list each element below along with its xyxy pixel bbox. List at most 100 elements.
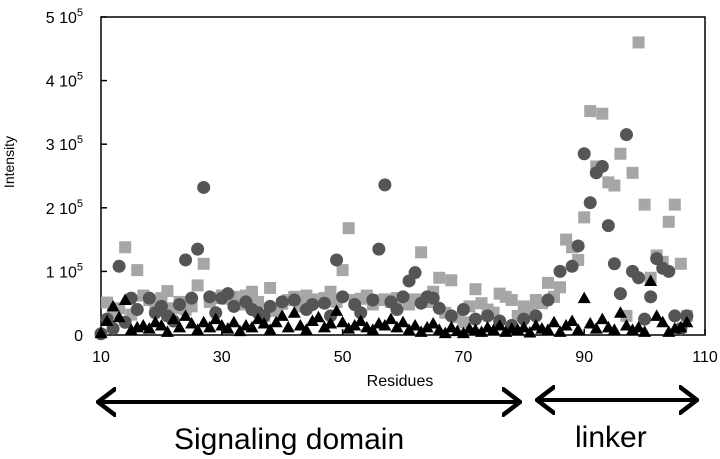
triangle-point <box>209 312 223 325</box>
triangle-point <box>619 318 633 331</box>
triangle-point <box>384 312 398 325</box>
y-tick-label: 0 <box>74 328 83 345</box>
circle-point <box>662 264 676 278</box>
triangle-point <box>112 310 126 323</box>
triangle-point <box>100 314 114 327</box>
circle-point <box>179 253 193 267</box>
circle-point <box>529 309 543 323</box>
y-tick-label: 2 105 <box>46 198 83 218</box>
circle-point <box>372 242 386 256</box>
triangle-point <box>378 318 392 331</box>
triangle-point <box>305 314 319 327</box>
x-tick-label: 30 <box>213 349 231 366</box>
y-axis-ticks: 0 1 105 2 105 3 105 4 105 5 105 <box>46 7 107 345</box>
triangle-point <box>475 325 489 337</box>
square-point <box>505 294 518 307</box>
triangle-point <box>311 310 325 323</box>
triangle-point <box>251 312 265 325</box>
triangle-point <box>106 299 120 312</box>
linker-label: linker <box>575 421 647 454</box>
circle-point <box>275 295 289 309</box>
circle-point <box>426 291 440 305</box>
x-axis-ticks: 10 30 50 70 90 110 <box>92 329 718 366</box>
triangle-point <box>402 323 416 335</box>
square-point <box>608 179 621 192</box>
triangle-point <box>662 325 676 337</box>
triangle-point <box>426 317 440 329</box>
triangle-point <box>444 320 458 333</box>
circle-point <box>263 299 277 313</box>
triangle-point <box>263 323 277 335</box>
circle-point <box>305 297 319 311</box>
circle-point <box>378 178 392 192</box>
square-point <box>324 285 337 298</box>
triangle-point <box>680 315 694 328</box>
circle-point <box>619 128 633 142</box>
triangle-point <box>94 326 108 339</box>
triangle-point <box>257 317 271 329</box>
triangle-point <box>493 318 507 331</box>
square-point <box>541 276 554 289</box>
square-point <box>252 295 265 308</box>
circle-point <box>432 301 446 315</box>
circle-point <box>408 266 422 280</box>
triangle-point <box>541 323 555 335</box>
circle-point <box>613 287 627 301</box>
circle-point <box>154 299 168 313</box>
y-tick-label: 1 105 <box>46 261 83 281</box>
triangle-point <box>632 320 646 333</box>
circle-point <box>601 219 615 233</box>
triangle-point <box>487 323 501 335</box>
triangle-point <box>583 317 597 329</box>
square-point <box>554 281 567 294</box>
triangle-point <box>275 309 289 321</box>
triangle-point <box>420 320 434 333</box>
triangle-point <box>638 325 652 337</box>
triangle-point <box>348 318 362 331</box>
triangle-point <box>324 317 338 329</box>
circle-point <box>517 312 531 326</box>
square-point <box>638 198 651 211</box>
square-point <box>674 257 687 270</box>
triangle-point <box>396 315 410 328</box>
square-point <box>469 283 482 296</box>
circle-point <box>571 239 585 253</box>
circle-point <box>577 147 591 161</box>
square-point <box>264 281 277 294</box>
square-point <box>197 257 210 270</box>
triangle-point <box>160 325 174 337</box>
triangle-point <box>650 309 664 321</box>
triangle-point <box>269 315 283 328</box>
triangle-point <box>644 274 658 286</box>
triangle-point <box>245 320 259 333</box>
triangle-point <box>179 309 193 321</box>
triangle-point <box>565 314 579 327</box>
triangle-point <box>227 315 241 328</box>
x-tick-label: 70 <box>455 349 473 366</box>
circle-point <box>390 303 404 317</box>
circle-point <box>336 290 350 304</box>
circle-point <box>396 290 410 304</box>
circle-point <box>191 242 205 256</box>
square-point <box>584 105 597 118</box>
triangle-point <box>293 318 307 331</box>
circle-point <box>227 299 241 313</box>
circle-point <box>607 257 621 271</box>
y-tick-label: 5 105 <box>46 7 83 27</box>
triangle-point <box>414 325 428 337</box>
triangle-point <box>408 318 422 331</box>
triangle-point <box>559 318 573 331</box>
square-point <box>578 211 591 224</box>
y-tick-label: 4 105 <box>46 71 83 91</box>
triangle-point <box>330 304 344 316</box>
triangle-point <box>142 322 156 334</box>
square-point <box>433 271 446 284</box>
x-tick-label: 10 <box>92 349 110 366</box>
square-point <box>596 107 609 120</box>
triangle-point <box>191 323 205 335</box>
circle-point <box>583 196 597 210</box>
triangle-point <box>456 326 470 339</box>
triangle-point <box>197 315 211 328</box>
circle-point <box>185 291 199 305</box>
circle-point <box>638 312 652 326</box>
